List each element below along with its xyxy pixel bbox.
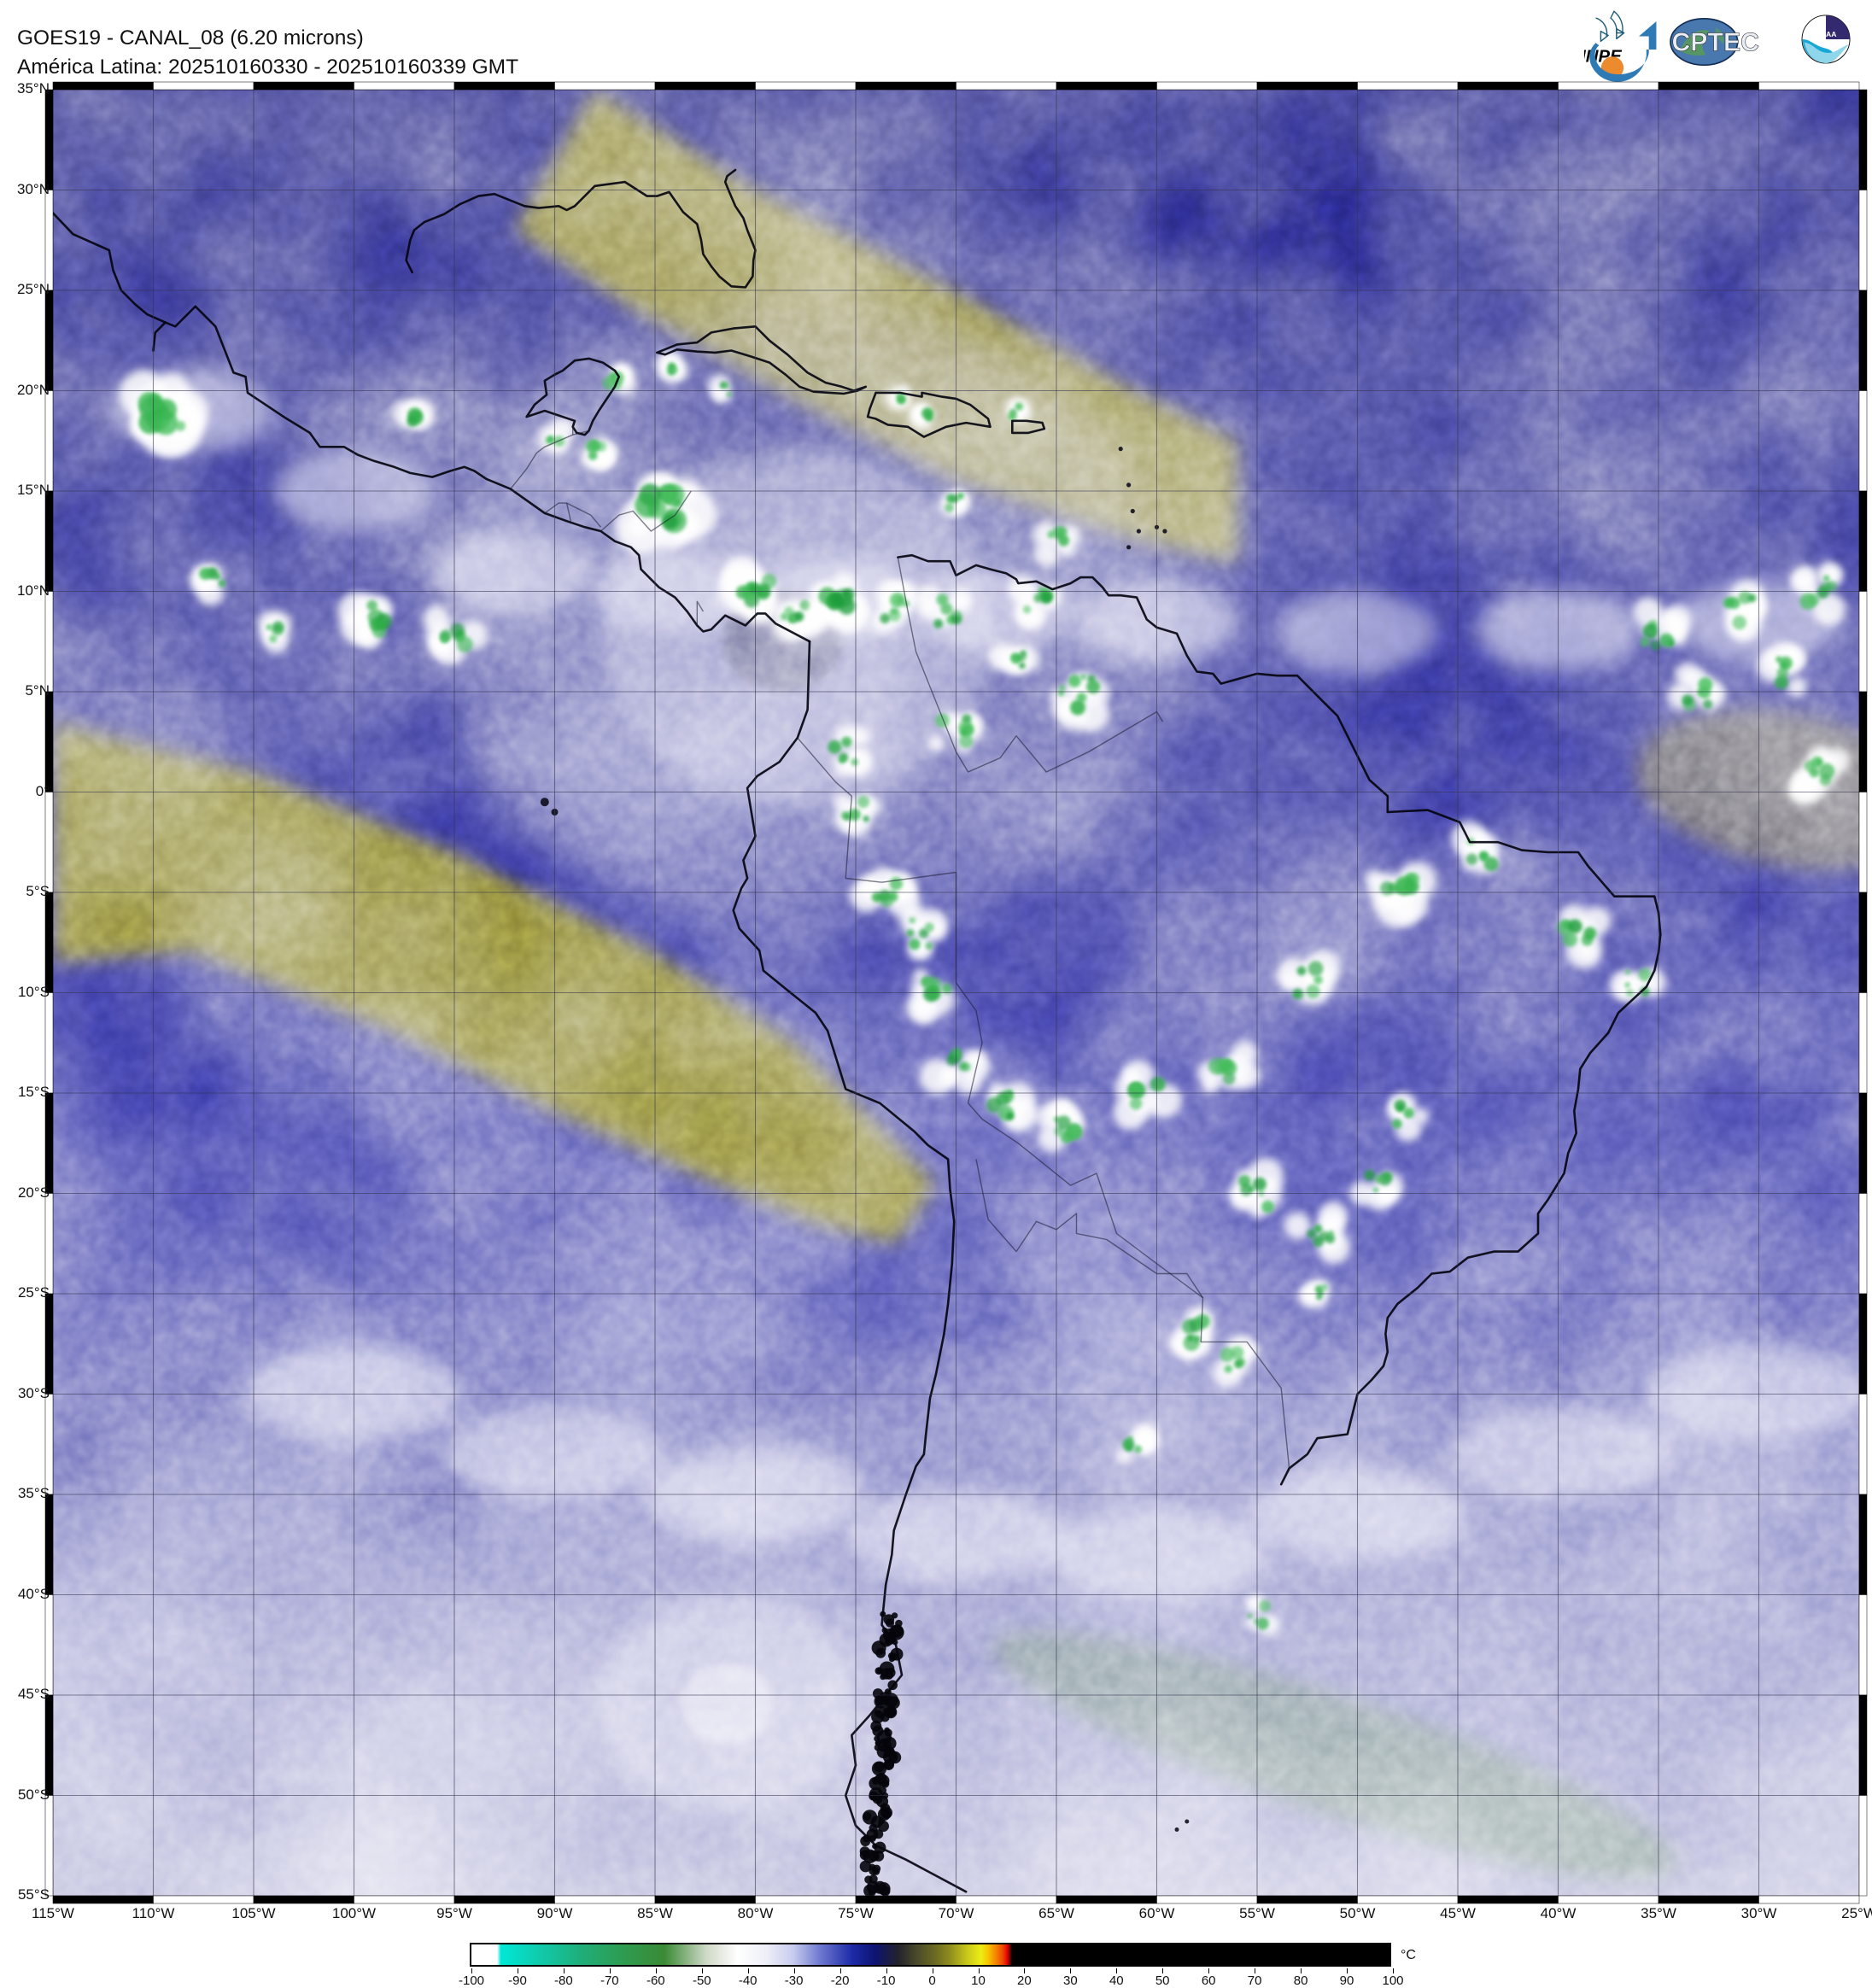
svg-text:NOAA: NOAA <box>1815 30 1836 38</box>
svg-text:CPTEC: CPTEC <box>1671 29 1759 57</box>
